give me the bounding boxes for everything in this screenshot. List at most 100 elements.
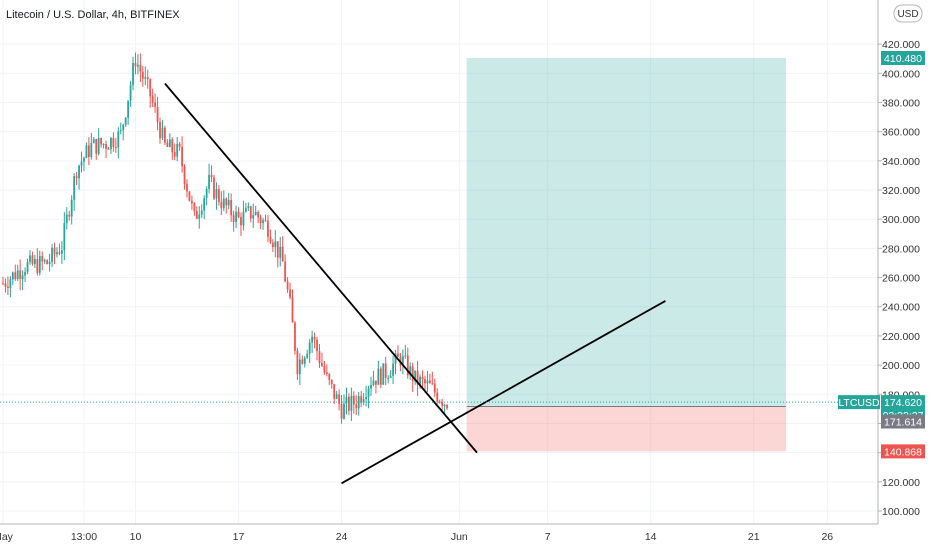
candle-body	[7, 286, 9, 289]
candle-body	[428, 380, 431, 384]
candle-body	[330, 379, 333, 385]
candle-body	[294, 322, 296, 351]
candle-body	[188, 191, 191, 201]
candle-body	[43, 260, 46, 262]
candle-body	[370, 385, 372, 389]
candle-body	[355, 404, 358, 409]
candle-body	[409, 366, 412, 376]
candle-body	[328, 373, 331, 380]
candle-body	[392, 363, 394, 376]
candle-body	[286, 281, 289, 290]
candle-body	[404, 355, 407, 357]
candle-body	[424, 379, 426, 384]
y-tick-label: 420.000	[882, 39, 920, 51]
candle-body	[26, 262, 29, 273]
candle-body	[24, 272, 26, 276]
candle-body	[46, 260, 49, 264]
candle-body	[426, 380, 429, 384]
candle-body	[311, 336, 314, 343]
candle-body	[345, 396, 348, 404]
candle-body	[90, 142, 93, 157]
candle-body	[178, 144, 181, 147]
candle-body	[183, 166, 186, 184]
candle-body	[73, 176, 76, 200]
candle-body	[333, 384, 336, 399]
candle-body	[254, 212, 257, 216]
profit-zone[interactable]	[466, 58, 787, 407]
candle-body	[303, 357, 306, 364]
candle-body	[205, 188, 208, 199]
candle-body	[406, 355, 409, 376]
y-tick-label: 380.000	[882, 97, 920, 109]
x-axis-ticks[interactable]: May 13:00 10 17 24 Jun 7 14 21 26	[0, 531, 833, 543]
stop-loss-value: 140.868	[884, 446, 922, 458]
candle-body	[230, 200, 233, 216]
candle-body	[443, 404, 446, 406]
candle-body	[215, 189, 218, 199]
candle-body	[431, 383, 434, 385]
candle-body	[141, 71, 144, 79]
candle-body	[259, 217, 262, 224]
y-tick-label: 100.000	[882, 506, 920, 518]
candle-body	[151, 96, 154, 103]
candle-body	[352, 395, 355, 405]
candle-body	[252, 215, 255, 219]
candle-body	[323, 365, 326, 373]
candle-body	[19, 270, 22, 279]
candle-body	[365, 397, 367, 399]
candle-body	[110, 137, 112, 150]
candle-body	[186, 183, 188, 192]
x-tick-label: 7	[545, 531, 551, 543]
trendline[interactable]	[341, 300, 666, 485]
x-tick-label: 24	[336, 531, 348, 543]
candle-body	[70, 199, 73, 217]
candle-body	[166, 142, 169, 147]
candle-body	[289, 289, 291, 298]
candle-body	[384, 363, 387, 378]
candle-body	[9, 279, 12, 289]
candle-body	[338, 394, 341, 405]
candle-body	[335, 394, 338, 399]
candle-body	[433, 383, 436, 393]
candle-body	[316, 339, 318, 352]
trendlines[interactable]	[164, 82, 666, 485]
candle-body	[191, 200, 193, 204]
candle-body	[217, 189, 220, 202]
candlestick-series	[2, 52, 448, 424]
candle-body	[247, 206, 250, 209]
candle-body	[321, 362, 323, 366]
y-tick-label: 260.000	[882, 273, 920, 285]
candle-body	[137, 64, 139, 67]
y-tick-label: 200.000	[882, 360, 920, 372]
candle-body	[173, 152, 176, 157]
candle-body	[377, 368, 380, 385]
position-zones[interactable]	[466, 58, 787, 452]
candle-body	[53, 247, 56, 255]
currency-button[interactable]: USD	[893, 4, 923, 23]
candle-body	[436, 392, 439, 402]
candle-body	[149, 79, 152, 97]
take-profit-value: 410.480	[884, 53, 922, 65]
candle-body	[269, 236, 272, 243]
candle-body	[232, 215, 235, 223]
candle-body	[92, 139, 95, 143]
candle-body	[176, 144, 179, 157]
y-tick-label: 320.000	[882, 185, 920, 197]
candle-body	[274, 241, 277, 248]
stop-loss-tag: 140.868	[881, 444, 925, 459]
x-tick-label: 10	[130, 531, 142, 543]
candle-body	[379, 368, 382, 385]
candle-body	[129, 85, 132, 101]
candle-body	[419, 376, 421, 385]
candle-body	[134, 63, 137, 67]
candle-body	[296, 350, 299, 375]
loss-zone[interactable]	[466, 406, 787, 452]
candle-body	[119, 130, 122, 132]
candle-body	[21, 275, 24, 279]
candle-body	[357, 396, 360, 409]
candle-body	[291, 297, 294, 323]
trendline[interactable]	[164, 82, 478, 454]
candle-body	[325, 372, 328, 374]
candle-body	[161, 127, 164, 139]
